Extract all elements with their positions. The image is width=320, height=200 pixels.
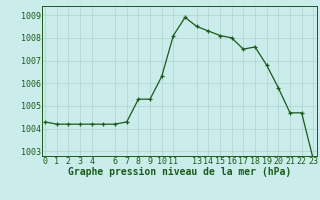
X-axis label: Graphe pression niveau de la mer (hPa): Graphe pression niveau de la mer (hPa) (68, 167, 291, 177)
